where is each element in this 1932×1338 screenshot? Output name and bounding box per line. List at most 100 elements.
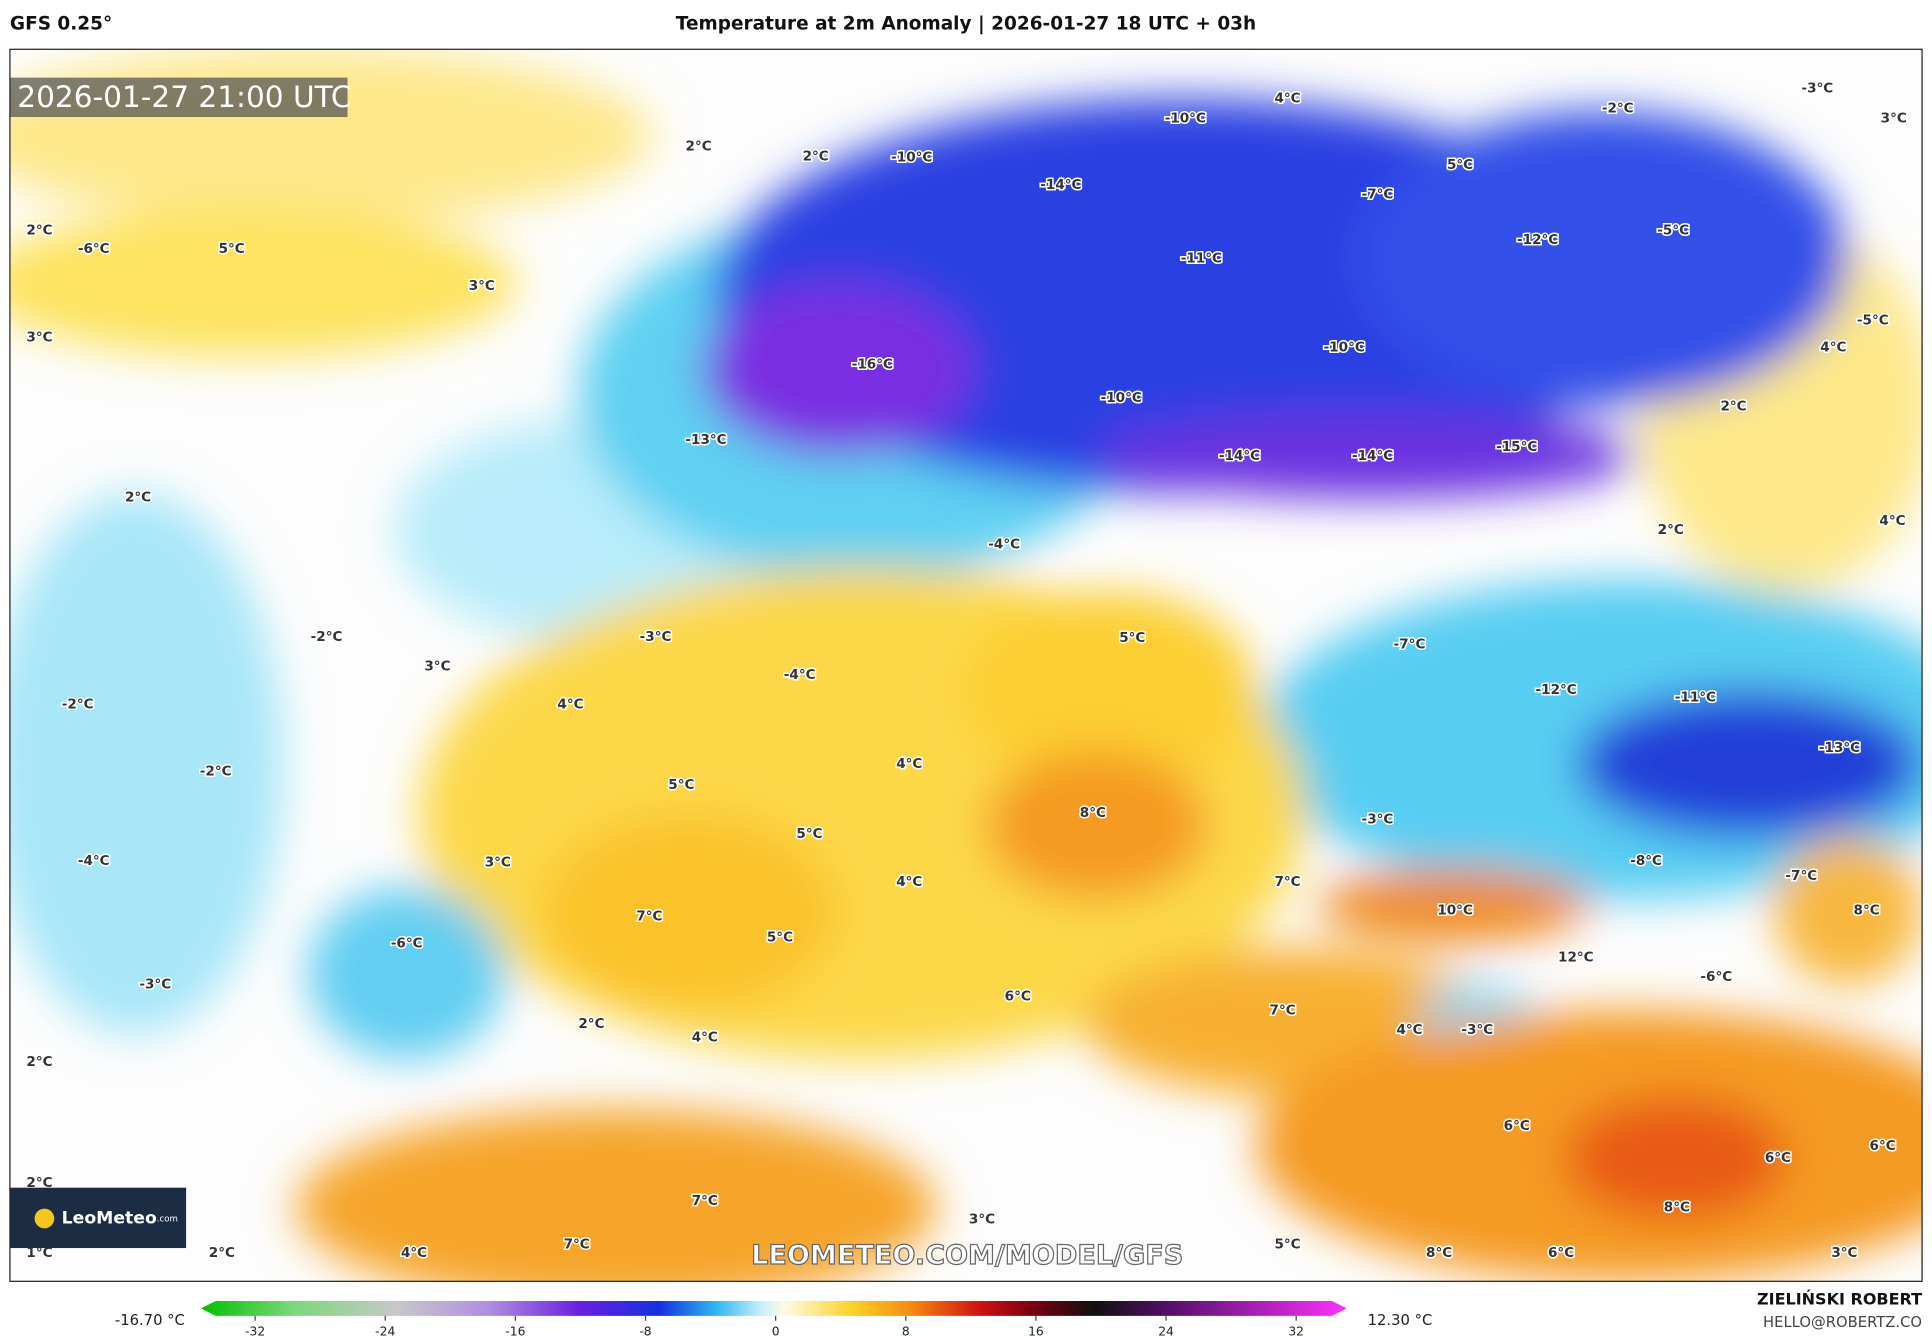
temperature-label: 10°C: [1437, 902, 1473, 918]
temperature-label: 5°C: [1447, 157, 1473, 173]
temperature-label: -8°C: [1630, 853, 1662, 869]
temperature-label: -7°C: [1394, 636, 1426, 652]
temperature-label: 4°C: [401, 1245, 427, 1261]
temperature-label: 5°C: [668, 777, 694, 793]
model-label: GFS 0.25°: [10, 14, 112, 35]
colorbar-tick-label: 16: [1028, 1324, 1044, 1338]
temperature-label: -7°C: [1362, 187, 1394, 203]
temperature-label: 3°C: [1831, 1245, 1857, 1261]
temperature-label: -3°C: [640, 629, 672, 645]
temperature-label: 12°C: [1558, 949, 1594, 965]
temperature-label: -10°C: [891, 150, 932, 166]
temperature-label: -2°C: [311, 629, 343, 645]
temperature-label: -12°C: [1517, 232, 1558, 248]
map: 2°C 2°C -10°C -10°C 4°C -2°C -3°C 3°C 2°C -6°C 5°C…: [9, 49, 1923, 1282]
temperature-label: -2°C: [200, 763, 232, 779]
colorbar-ticks: -32 -24 -16 -8 0 8 16 24 32: [245, 1315, 1304, 1338]
temperature-label: 6°C: [1504, 1118, 1530, 1134]
temperature-label: -6°C: [391, 936, 423, 952]
temperature-label: -4°C: [78, 853, 110, 869]
temperature-label: 6°C: [1548, 1245, 1574, 1261]
temperature-label: 2°C: [1720, 399, 1746, 415]
temperature-label: -6°C: [78, 241, 110, 257]
colorbar-tick-label: 32: [1288, 1324, 1304, 1338]
temperature-label: -13°C: [1819, 740, 1860, 756]
temperature-label: -2°C: [1602, 100, 1634, 116]
temperature-label: -4°C: [988, 537, 1020, 553]
temperature-label: -3°C: [1362, 811, 1394, 827]
temperature-label: -3°C: [139, 976, 171, 992]
temperature-label: 4°C: [557, 697, 583, 713]
temperature-label: 2°C: [209, 1245, 235, 1261]
temperature-label: -14°C: [1352, 448, 1393, 464]
colorbar-tick-label: 24: [1158, 1324, 1174, 1338]
temperature-label: -3°C: [1461, 1022, 1493, 1038]
colorbar: [200, 1301, 1347, 1316]
colorbar-tick-label: 8: [902, 1324, 910, 1338]
map-title: Temperature at 2m Anomaly | 2026-01-27 1…: [676, 14, 1256, 35]
temperature-label: -10°C: [1101, 390, 1142, 406]
timestamp: 2026-01-27 21:00 UTC: [17, 80, 351, 114]
temperature-label: 3°C: [485, 854, 511, 870]
temperature-label: 2°C: [803, 148, 829, 164]
colorbar-max: 12.30 °C: [1368, 1312, 1433, 1329]
temperature-label: 5°C: [767, 930, 793, 946]
author: ZIELIŃSKI ROBERT: [1757, 1289, 1922, 1308]
temperature-label: 3°C: [1881, 110, 1907, 126]
temperature-label: 8°C: [1854, 902, 1880, 918]
logo-sun: [34, 1208, 55, 1229]
temperature-label: 7°C: [1274, 874, 1300, 890]
temperature-label: -15°C: [1496, 439, 1537, 455]
temperature-label: -7°C: [1785, 868, 1817, 884]
logo-name: LeoMeteo: [62, 1208, 157, 1228]
temperature-label: 4°C: [1879, 513, 1905, 529]
temperature-label: -3°C: [1801, 81, 1833, 97]
temperature-label: 4°C: [896, 874, 922, 890]
temperature-label: -5°C: [1857, 312, 1889, 328]
temperature-label: 2°C: [26, 1054, 52, 1070]
temperature-label: -13°C: [685, 432, 726, 448]
colorbar-tick-label: -32: [245, 1324, 265, 1338]
logo-suffix: .com: [157, 1214, 178, 1224]
temperature-label: 2°C: [125, 490, 151, 506]
temperature-label: -10°C: [1324, 339, 1365, 355]
colorbar-tick-label: -16: [505, 1324, 525, 1338]
colorbar-tick-label: -8: [639, 1324, 651, 1338]
temperature-label: 6°C: [1765, 1150, 1791, 1166]
temperature-label: 4°C: [896, 756, 922, 772]
colorbar-tick-label: 0: [772, 1324, 780, 1338]
temperature-label: 8°C: [1664, 1199, 1690, 1215]
temperature-label: 6°C: [1870, 1138, 1896, 1154]
watermark: LEOMETEO.COM/MODEL/GFS: [751, 1240, 1183, 1271]
temperature-label: 5°C: [219, 241, 245, 257]
temperature-labels: 2°C 2°C -10°C -10°C 4°C -2°C -3°C 3°C 2°C -6°C 5°C…: [25, 79, 1909, 1262]
colorbar-tick-label: -24: [375, 1324, 395, 1338]
temperature-label: 3°C: [969, 1212, 995, 1228]
temperature-label: 1°C: [26, 1245, 52, 1261]
temperature-label: 8°C: [1080, 805, 1106, 821]
temperature-label: 6°C: [1005, 989, 1031, 1005]
temperature-label: 7°C: [636, 909, 662, 925]
map-frame: [9, 48, 1923, 1282]
temperature-label: -5°C: [1657, 222, 1689, 238]
temperature-label: 3°C: [424, 659, 450, 675]
temperature-label: 2°C: [26, 222, 52, 238]
temperature-label: -2°C: [62, 697, 94, 713]
temperature-label: 2°C: [1658, 522, 1684, 538]
temperature-label: 7°C: [1270, 1002, 1296, 1018]
temperature-label: 3°C: [469, 278, 495, 294]
temperature-label: -14°C: [1219, 448, 1260, 464]
anomaly-field: [9, 49, 1923, 1282]
temperature-label: 5°C: [1119, 630, 1145, 646]
temperature-label: -11°C: [1181, 251, 1222, 267]
temperature-label: 2°C: [26, 1175, 52, 1191]
temperature-label: 4°C: [1396, 1022, 1422, 1038]
temperature-label: 7°C: [564, 1236, 590, 1252]
email: HELLO@ROBERTZ.CO: [1763, 1314, 1922, 1331]
logo-text: LeoMeteo.com: [62, 1208, 178, 1228]
temperature-label: 4°C: [1274, 91, 1300, 107]
temperature-label: 2°C: [686, 139, 712, 155]
temperature-label: 2°C: [578, 1016, 604, 1032]
temperature-label: 7°C: [692, 1193, 718, 1209]
temperature-label: -14°C: [1040, 177, 1081, 193]
